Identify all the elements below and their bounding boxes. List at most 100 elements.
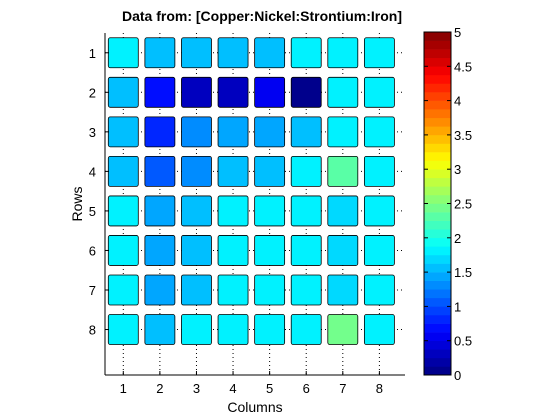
heatmap-cell — [328, 275, 358, 305]
x-tick-label: 3 — [193, 381, 200, 396]
heatmap-cell — [181, 77, 211, 107]
heatmap-cell — [145, 196, 175, 226]
colorbar-band — [424, 49, 451, 58]
heatmap-cell — [145, 77, 175, 107]
heatmap-cell — [364, 77, 394, 107]
heatmap-cell — [145, 38, 175, 68]
heatmap-cell — [181, 38, 211, 68]
heatmap-cell — [108, 117, 138, 147]
heatmap-cell — [364, 315, 394, 345]
colorbar-band — [424, 152, 451, 161]
heatmap-cell — [328, 315, 358, 345]
heatmap-cell — [108, 77, 138, 107]
heatmap-cell — [255, 77, 285, 107]
colorbar-band — [424, 238, 451, 247]
y-tick-label: 2 — [89, 85, 96, 100]
heatmap-cell — [145, 275, 175, 305]
y-tick-label: 5 — [89, 204, 96, 219]
colorbar-band — [424, 272, 451, 281]
colorbar-band — [424, 281, 451, 290]
colorbar-band — [424, 75, 451, 84]
heatmap-cell — [328, 77, 358, 107]
x-tick-label: 5 — [266, 381, 273, 396]
colorbar-band — [424, 169, 451, 178]
heatmap-cell — [328, 38, 358, 68]
heatmap-cell — [218, 156, 248, 186]
heatmap-cell — [181, 235, 211, 265]
y-tick-label: 7 — [89, 283, 96, 298]
heatmap-cell — [291, 77, 321, 107]
x-tick-label: 2 — [156, 381, 163, 396]
colorbar-tick-label: 2.5 — [454, 197, 472, 212]
heatmap-cell — [218, 38, 248, 68]
heatmap-cell — [364, 275, 394, 305]
colorbar-band — [424, 349, 451, 358]
heatmap-cell — [145, 235, 175, 265]
colorbar-tick-label: 0 — [454, 368, 461, 383]
heatmap-cell — [328, 235, 358, 265]
colorbar-tick-label: 1.5 — [454, 265, 472, 280]
y-tick-label: 4 — [89, 164, 96, 179]
x-tick-label: 8 — [376, 381, 383, 396]
colorbar-band — [424, 143, 451, 152]
heatmap-cell — [181, 275, 211, 305]
colorbar-band — [424, 306, 451, 315]
colorbar-band — [424, 366, 451, 375]
colorbar-band — [424, 246, 451, 255]
heatmap-cell — [328, 156, 358, 186]
x-tick-label: 7 — [339, 381, 346, 396]
colorbar-band — [424, 324, 451, 333]
heatmap-cell — [218, 275, 248, 305]
colorbar-band — [424, 264, 451, 273]
heatmap-cell — [364, 196, 394, 226]
heatmap-cell — [218, 315, 248, 345]
colorbar-tick-label: 4.5 — [454, 59, 472, 74]
heatmap-cell — [255, 117, 285, 147]
heatmap-cell — [255, 38, 285, 68]
heatmap-cell — [364, 117, 394, 147]
heatmap-cell — [181, 156, 211, 186]
y-tick-label: 6 — [89, 243, 96, 258]
colorbar-band — [424, 58, 451, 67]
heatmap-cell — [108, 235, 138, 265]
colorbar-band — [424, 229, 451, 238]
y-tick-label: 3 — [89, 125, 96, 140]
heatmap-cell — [291, 38, 321, 68]
colorbar-band — [424, 195, 451, 204]
heatmap-cell — [181, 117, 211, 147]
heatmap-cell — [255, 196, 285, 226]
x-tick-label: 6 — [303, 381, 310, 396]
colorbar-tick-label: 3.5 — [454, 128, 472, 143]
heatmap-cell — [291, 156, 321, 186]
colorbar-band — [424, 332, 451, 341]
heatmap-cell — [145, 156, 175, 186]
x-tick-label: 4 — [229, 381, 236, 396]
heatmap-cell — [328, 196, 358, 226]
colorbar-band — [424, 92, 451, 101]
heatmap-cell — [291, 235, 321, 265]
colorbar-band — [424, 186, 451, 195]
heatmap-cell — [291, 315, 321, 345]
colorbar-band — [424, 289, 451, 298]
colorbar-band — [424, 178, 451, 187]
colorbar-band — [424, 212, 451, 221]
colorbar-band — [424, 109, 451, 118]
heatmap-cell — [291, 117, 321, 147]
colorbar-band — [424, 32, 451, 41]
heatmap-cell — [108, 38, 138, 68]
colorbar-tick-label: 1 — [454, 299, 461, 314]
colorbar-tick-label: 5 — [454, 25, 461, 40]
heatmap-cell — [364, 235, 394, 265]
heatmap-cell — [218, 235, 248, 265]
heatmap-cell — [108, 275, 138, 305]
x-tick-label: 1 — [120, 381, 127, 396]
colorbar-band — [424, 298, 451, 307]
heatmap-cell — [291, 275, 321, 305]
heatmap-cell — [255, 275, 285, 305]
heatmap-cell — [255, 156, 285, 186]
heatmap-cell — [218, 117, 248, 147]
x-axis-title: Columns — [227, 399, 282, 415]
heatmap-cell — [218, 77, 248, 107]
